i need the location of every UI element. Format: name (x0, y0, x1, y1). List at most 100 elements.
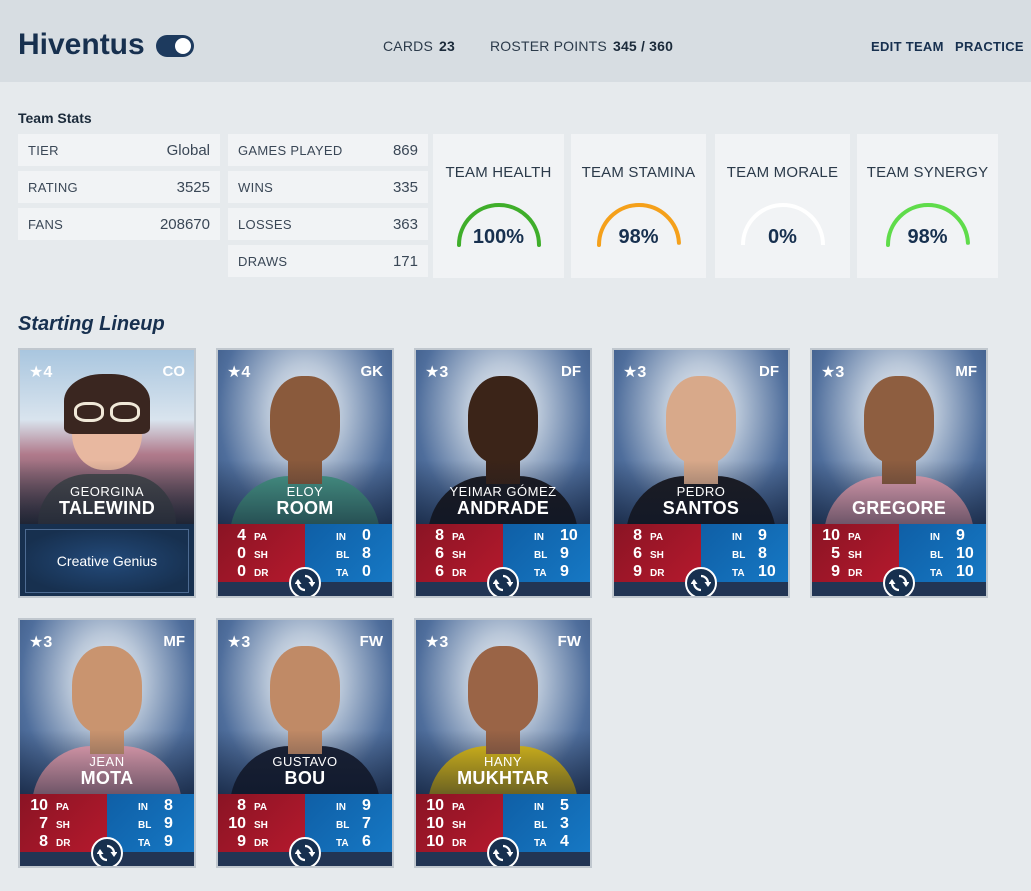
stat-in-label: IN (930, 532, 940, 543)
gauge-value: 0% (768, 226, 797, 248)
starting-lineup-title: Starting Lineup (18, 313, 165, 335)
player-head (864, 376, 934, 464)
defense-stats-panel (503, 524, 590, 582)
stat-ta-label: TA (930, 568, 943, 579)
stat-in: IN 8 (138, 797, 186, 815)
stat-in-value: 10 (560, 527, 578, 544)
stat-dr-value: 0 (237, 563, 246, 580)
stat-sh-value: 6 (633, 545, 642, 562)
coach-ability-label: Creative Genius (25, 529, 189, 593)
gauge-arc-icon (596, 203, 681, 247)
gauge-label: TEAM STAMINA (581, 164, 696, 181)
stat-bl-label: BL (930, 550, 944, 561)
stat-value: 363 (392, 215, 418, 233)
card-position: DF (759, 363, 779, 380)
player-card-gregore[interactable]: ★3 MF GREGORE 10 PA 5 SH 9 DR IN 9 BL 10 TA 10 (810, 348, 988, 598)
rating-value: 3 (835, 364, 845, 381)
stat-in: IN 0 (336, 527, 384, 545)
card-first-name: PEDRO (676, 484, 726, 499)
stat-sh: 6 SH (416, 545, 472, 563)
stat-bl-label: BL (732, 550, 746, 561)
player-card-andrade[interactable]: ★3 DF YEIMAR GÓMEZ ANDRADE 8 PA 6 SH 6 DR I… (414, 348, 592, 598)
stat-dr-label: DR (650, 568, 665, 579)
swap-button[interactable] (289, 567, 321, 596)
rating-value: 3 (637, 364, 647, 381)
stat-dr: 6 DR (416, 563, 472, 581)
rating-value: 4 (241, 364, 251, 381)
player-head (468, 646, 538, 734)
star-icon: ★ (227, 364, 242, 381)
stat-bl-label: BL (534, 550, 548, 561)
swap-button[interactable] (685, 567, 717, 596)
card-last-name: BOU (284, 768, 326, 788)
roster-points: ROSTER POINTS 345 / 360 (490, 38, 673, 54)
stat-pa: 8 PA (614, 527, 670, 545)
stat-pa-value: 8 (435, 527, 444, 544)
stat-ta-label: TA (138, 838, 151, 849)
card-last-name: ANDRADE (456, 498, 550, 518)
swap-icon (295, 844, 315, 862)
card-rating: ★3 (425, 362, 448, 382)
stat-value: Global (166, 141, 210, 159)
cards-label: CARDS (383, 38, 434, 54)
stat-in-label: IN (336, 532, 346, 543)
swap-button[interactable] (487, 837, 519, 866)
coach-card[interactable]: ★4 CO GEORGINA TALEWIND Creative Genius (18, 348, 196, 598)
stat-sh-value: 5 (831, 545, 840, 562)
swap-button[interactable] (91, 837, 123, 866)
stat-label: LOSSES (238, 216, 292, 232)
toggle-switch[interactable] (156, 35, 194, 57)
star-icon: ★ (29, 364, 44, 381)
edit-team-link[interactable]: EDIT TEAM (871, 39, 944, 54)
attack-stats-panel (812, 524, 899, 582)
stat-row-games-played: GAMES PLAYED 869 (228, 134, 428, 166)
player-card-mota[interactable]: ★3 MF JEAN MOTA 10 PA 7 SH 8 DR IN 8 BL 9 TA 9 (18, 618, 196, 868)
stat-ta-value: 6 (362, 833, 371, 850)
stat-in: IN 9 (732, 527, 780, 545)
player-head (468, 376, 538, 464)
stat-bl-value: 9 (164, 815, 173, 832)
gauge-team-health: TEAM HEALTH 100% (433, 134, 564, 278)
swap-button[interactable] (487, 567, 519, 596)
swap-icon (97, 844, 117, 862)
swap-button[interactable] (883, 567, 915, 596)
stat-pa-label: PA (452, 532, 466, 543)
stat-bl-value: 9 (560, 545, 569, 562)
player-card-santos[interactable]: ★3 DF PEDRO SANTOS 8 PA 6 SH 9 DR IN 9 BL 8 T… (612, 348, 790, 598)
player-head (270, 376, 340, 464)
player-card-room[interactable]: ★4 GK ELOY ROOM 4 PA 0 SH 0 DR IN 0 BL 8 TA 0 (216, 348, 394, 598)
player-card-mukhtar[interactable]: ★3 FW HANY MUKHTAR 10 PA 10 SH 10 DR IN 5 BL… (414, 618, 592, 868)
star-icon: ★ (425, 364, 440, 381)
player-card-bou[interactable]: ★3 FW GUSTAVO BOU 8 PA 10 SH 9 DR IN 9 BL 7 T… (216, 618, 394, 868)
stat-bl-label: BL (138, 820, 152, 831)
stat-value: 335 (392, 178, 418, 196)
card-last-name: MUKHTAR (457, 768, 549, 788)
stat-label: WINS (238, 179, 274, 195)
defense-stats-panel (899, 524, 986, 582)
stat-sh: 7 SH (20, 815, 76, 833)
stat-pa: 10 PA (416, 797, 472, 815)
card-stats: 8 PA 6 SH 9 DR IN 9 BL 8 TA 10 (614, 524, 788, 582)
card-shade (20, 460, 194, 524)
card-first-name: ELOY (286, 484, 324, 499)
star-icon: ★ (227, 634, 242, 651)
stat-in-value: 9 (362, 797, 371, 814)
stat-sh: 10 SH (218, 815, 274, 833)
stat-value: 208670 (159, 215, 210, 233)
swap-button[interactable] (289, 837, 321, 866)
card-rating: ★4 (227, 362, 250, 382)
stat-ta: TA 6 (336, 833, 384, 851)
roster-value: 345 / 360 (612, 38, 674, 54)
gauge-label: TEAM MORALE (726, 164, 839, 181)
stat-bl: BL 9 (138, 815, 186, 833)
stat-ta: TA 10 (930, 563, 978, 581)
stat-bl: BL 8 (336, 545, 384, 563)
stat-dr: 8 DR (20, 833, 76, 851)
card-first-name: GUSTAVO (272, 754, 338, 769)
card-rating: ★3 (29, 632, 52, 652)
gauge-value: 100% (472, 226, 525, 248)
practice-link[interactable]: PRACTICE (955, 39, 1024, 54)
card-last-name: MOTA (80, 768, 134, 788)
stat-in-value: 9 (956, 527, 965, 544)
team-stats-title: Team Stats (18, 110, 92, 126)
